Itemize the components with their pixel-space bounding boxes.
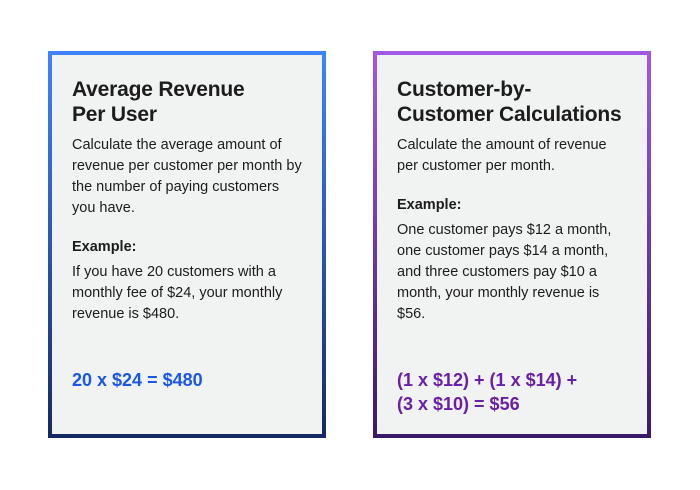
- arpu-card-body: Average Revenue Per User Calculate the a…: [52, 55, 322, 434]
- arpu-title-line2: Per User: [72, 103, 157, 126]
- cbc-description: Calculate the amount of revenue per cust…: [397, 137, 607, 174]
- arpu-formula: 20 x $24 = $480: [72, 368, 308, 392]
- customer-by-customer-card-body: Customer-by- Customer Calculations Calcu…: [377, 55, 647, 434]
- cbc-title-line1: Customer-by-: [397, 78, 532, 101]
- arpu-card-title: Average Revenue Per User: [72, 77, 304, 127]
- customer-by-customer-card: Customer-by- Customer Calculations Calcu…: [373, 51, 651, 438]
- customer-by-customer-card-title: Customer-by- Customer Calculations: [397, 77, 629, 127]
- cbc-formula: (1 x $12) + (1 x $14) + (3 x $10) = $56: [397, 368, 633, 416]
- cbc-title-line2: Customer Calculations: [397, 103, 622, 126]
- cbc-formula-line1: (1 x $12) + (1 x $14) +: [397, 370, 578, 390]
- cbc-example-text: One customer pays $12 a month, one custo…: [397, 222, 612, 322]
- arpu-card: Average Revenue Per User Calculate the a…: [48, 51, 326, 438]
- arpu-example-label: Example:: [72, 239, 137, 255]
- arpu-title-line1: Average Revenue: [72, 78, 245, 101]
- arpu-formula-line1: 20 x $24 = $480: [72, 370, 203, 390]
- cbc-formula-line2: (3 x $10) = $56: [397, 394, 520, 414]
- cbc-example-label: Example:: [397, 197, 462, 213]
- arpu-description: Calculate the average amount of revenue …: [72, 137, 302, 216]
- arpu-example-text: If you have 20 customers with a monthly …: [72, 264, 283, 322]
